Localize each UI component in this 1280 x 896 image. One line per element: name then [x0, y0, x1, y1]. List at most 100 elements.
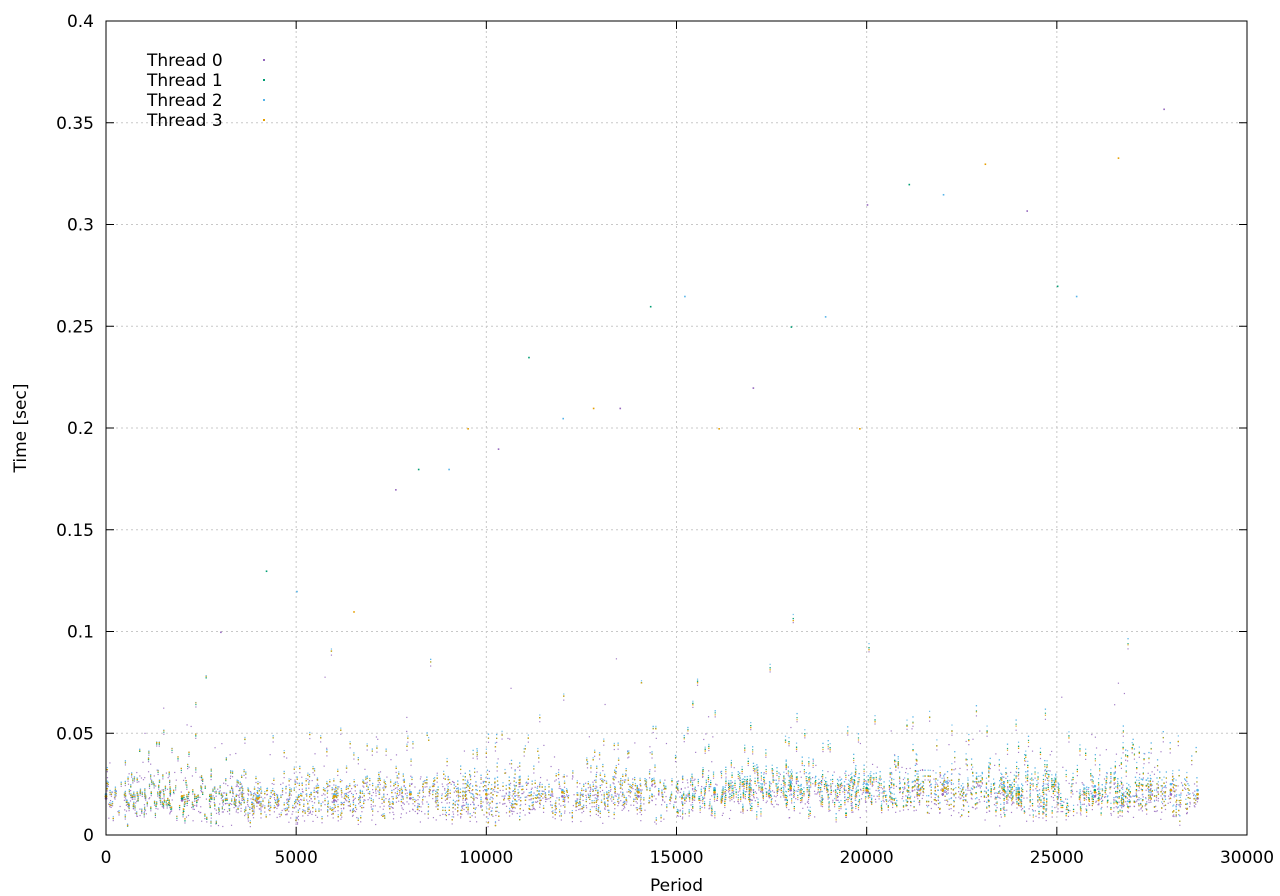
data-point	[934, 787, 936, 789]
data-point	[480, 804, 482, 807]
data-point	[830, 783, 832, 785]
data-point	[906, 724, 908, 726]
data-point	[972, 806, 974, 809]
data-point	[643, 803, 645, 805]
data-point	[571, 816, 573, 818]
data-point	[130, 796, 132, 799]
data-point	[366, 749, 368, 751]
data-point	[1148, 757, 1150, 759]
data-point	[1029, 792, 1031, 794]
data-point	[144, 732, 146, 734]
data-point	[862, 787, 864, 790]
data-point	[1153, 799, 1156, 802]
data-point	[141, 811, 143, 813]
data-point	[761, 786, 764, 788]
data-point	[836, 782, 839, 785]
data-point	[737, 801, 739, 803]
data-point	[976, 807, 978, 809]
data-point	[1146, 801, 1148, 803]
data-point	[1113, 801, 1115, 803]
data-point	[301, 788, 303, 790]
data-point	[1186, 780, 1188, 783]
data-point	[436, 781, 438, 783]
data-point	[542, 797, 544, 799]
data-point	[1156, 810, 1158, 812]
data-point	[940, 789, 942, 791]
data-point	[336, 801, 338, 803]
data-point	[192, 808, 194, 810]
data-point	[286, 757, 288, 759]
data-point	[163, 731, 165, 733]
data-point	[722, 788, 724, 790]
data-point	[1042, 817, 1044, 819]
data-point	[165, 772, 167, 774]
data-point	[826, 787, 828, 790]
data-point	[1180, 792, 1182, 794]
data-point	[143, 816, 145, 818]
data-point	[162, 804, 164, 806]
data-point	[1160, 818, 1162, 820]
data-point	[1012, 795, 1014, 797]
data-point	[352, 808, 355, 810]
data-point	[127, 780, 129, 782]
data-point	[1006, 800, 1008, 803]
data-point	[1006, 795, 1008, 797]
data-point	[985, 796, 987, 799]
data-point	[1028, 808, 1030, 810]
data-point	[324, 803, 326, 806]
data-point	[1071, 790, 1073, 793]
data-point	[958, 796, 960, 798]
data-point	[370, 803, 372, 806]
data-point	[1099, 754, 1101, 756]
data-point	[843, 788, 845, 790]
data-point	[422, 787, 424, 789]
data-point	[198, 810, 200, 813]
data-point	[1125, 775, 1127, 777]
data-point	[562, 804, 564, 807]
data-point	[740, 811, 742, 813]
data-point	[1002, 788, 1005, 790]
data-point	[323, 765, 325, 767]
data-point	[895, 765, 897, 767]
data-point	[1079, 748, 1081, 750]
data-point	[276, 793, 278, 796]
data-point	[1076, 775, 1078, 777]
data-point	[1157, 800, 1159, 802]
data-point	[353, 758, 355, 760]
data-point	[418, 810, 420, 812]
data-point	[141, 810, 143, 812]
data-point	[472, 801, 474, 803]
data-point	[1117, 682, 1120, 684]
data-point	[482, 801, 484, 803]
data-point	[709, 807, 711, 809]
data-point	[765, 756, 767, 758]
data-point	[1101, 788, 1103, 790]
data-point	[688, 811, 690, 813]
data-point	[279, 815, 281, 818]
data-point	[1079, 754, 1081, 756]
data-point	[435, 800, 437, 802]
data-point	[796, 777, 798, 779]
data-point	[883, 794, 885, 797]
data-point	[1180, 803, 1182, 806]
data-point	[608, 796, 610, 798]
data-point	[868, 647, 870, 649]
data-point	[795, 782, 797, 784]
data-point	[1122, 805, 1125, 808]
data-point	[1057, 786, 1059, 788]
data-point	[1101, 806, 1103, 808]
data-point	[286, 798, 288, 800]
data-point	[749, 793, 751, 795]
data-point	[480, 776, 482, 779]
data-point	[162, 806, 164, 808]
data-point	[916, 782, 918, 784]
data-point	[621, 795, 623, 797]
data-point	[977, 802, 979, 804]
data-point	[1048, 780, 1050, 782]
data-point	[785, 767, 787, 769]
data-point	[226, 810, 229, 813]
data-point	[919, 793, 921, 795]
data-point	[532, 808, 534, 810]
data-point	[857, 737, 860, 739]
data-point	[599, 778, 602, 780]
